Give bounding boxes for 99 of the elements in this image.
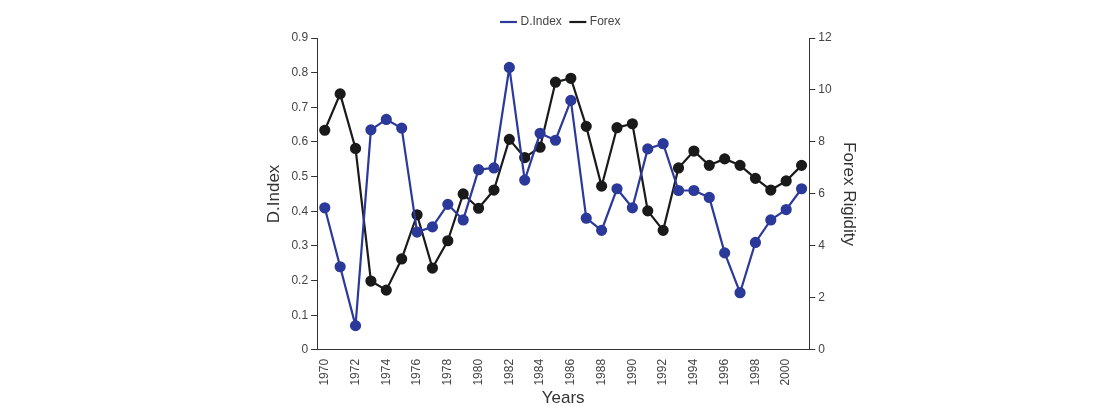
point xyxy=(688,184,700,197)
point xyxy=(611,122,623,134)
point xyxy=(519,174,531,186)
point xyxy=(565,94,577,106)
y2-tick-label: 6 xyxy=(818,186,826,201)
y-tick-label: 0.6 xyxy=(291,134,309,149)
y2-tick-label: 12 xyxy=(818,30,832,45)
point xyxy=(765,214,777,226)
point xyxy=(580,120,592,132)
point xyxy=(442,198,454,210)
y-tick-label: 0.1 xyxy=(291,307,309,322)
y-tick-label: 0.2 xyxy=(291,272,309,287)
point xyxy=(457,188,469,200)
point xyxy=(795,183,808,195)
point xyxy=(580,212,592,224)
point xyxy=(703,159,715,171)
point xyxy=(657,138,669,150)
point xyxy=(642,205,654,217)
x-tick-label: 1972 xyxy=(347,358,362,386)
point xyxy=(349,320,362,332)
point xyxy=(734,287,746,299)
x-axis-title: Years xyxy=(541,388,585,408)
x-tick-label: 1978 xyxy=(440,358,455,386)
y-axis-title: D.Index xyxy=(263,164,283,224)
x-tick-label: 1974 xyxy=(378,358,393,386)
point xyxy=(611,183,623,195)
point xyxy=(795,159,808,171)
point xyxy=(365,124,377,136)
y2-tick-label: 10 xyxy=(818,82,832,97)
point xyxy=(380,284,392,296)
legend-label: D.Index xyxy=(520,14,562,29)
x-tick-label: 1992 xyxy=(655,358,670,386)
point xyxy=(549,134,562,146)
y-tick-label: 0.8 xyxy=(291,64,309,79)
point xyxy=(749,236,762,249)
point xyxy=(349,142,362,155)
x-tick-label: 2000 xyxy=(778,358,793,386)
y-tick-label: 0.7 xyxy=(291,99,309,114)
point xyxy=(472,202,485,214)
point xyxy=(780,203,792,216)
point xyxy=(472,164,485,176)
x-tick-label: 1986 xyxy=(563,358,578,386)
y2-tick-label: 0 xyxy=(818,342,826,357)
point xyxy=(626,202,638,214)
point xyxy=(319,124,331,136)
point xyxy=(503,61,515,74)
point xyxy=(596,224,608,236)
point xyxy=(365,275,377,287)
x-tick-label: 1970 xyxy=(317,358,332,386)
x-tick-label: 1988 xyxy=(593,358,608,386)
legend-label: Forex xyxy=(589,14,621,29)
point xyxy=(765,184,777,196)
point xyxy=(319,202,331,214)
point xyxy=(657,224,669,236)
point xyxy=(396,253,408,265)
y2-axis-title: Forex Rigidity xyxy=(840,141,860,247)
point xyxy=(488,184,500,196)
x-tick-label: 1980 xyxy=(470,358,485,386)
x-tick-label: 1982 xyxy=(501,358,516,386)
point xyxy=(334,261,346,273)
x-tick-label: 1996 xyxy=(716,358,731,386)
point xyxy=(703,191,715,204)
point xyxy=(396,122,408,134)
point xyxy=(426,262,439,274)
point xyxy=(688,145,700,157)
point xyxy=(488,162,500,174)
x-tick-label: 1984 xyxy=(532,358,547,386)
point xyxy=(503,133,515,145)
point xyxy=(426,221,439,233)
point xyxy=(626,118,638,130)
point xyxy=(749,172,762,184)
y-tick-label: 0.9 xyxy=(291,30,309,45)
y2-tick-label: 8 xyxy=(818,134,826,149)
point xyxy=(411,226,423,238)
x-tick-label: 1990 xyxy=(624,358,639,386)
y-tick-label: 0.3 xyxy=(291,238,309,253)
point xyxy=(672,162,685,174)
y2-tick-label: 2 xyxy=(818,290,826,305)
y-tick-label: 0.5 xyxy=(291,168,309,183)
point xyxy=(534,127,546,139)
point xyxy=(642,143,654,155)
point xyxy=(719,153,731,165)
point xyxy=(565,72,577,84)
y2-tick-label: 4 xyxy=(818,238,826,253)
point xyxy=(457,214,469,226)
point xyxy=(442,235,454,247)
x-tick-label: 1994 xyxy=(686,358,701,386)
point xyxy=(380,113,392,126)
point xyxy=(672,184,685,197)
point xyxy=(719,247,731,259)
point xyxy=(549,76,562,88)
x-tick-label: 1998 xyxy=(747,358,762,386)
y-tick-label: 0 xyxy=(301,342,309,357)
x-tick-label: 1976 xyxy=(409,358,424,386)
point xyxy=(334,88,346,100)
y-tick-label: 0.4 xyxy=(291,203,309,218)
point xyxy=(596,180,608,192)
point xyxy=(780,175,792,187)
point xyxy=(734,159,746,171)
